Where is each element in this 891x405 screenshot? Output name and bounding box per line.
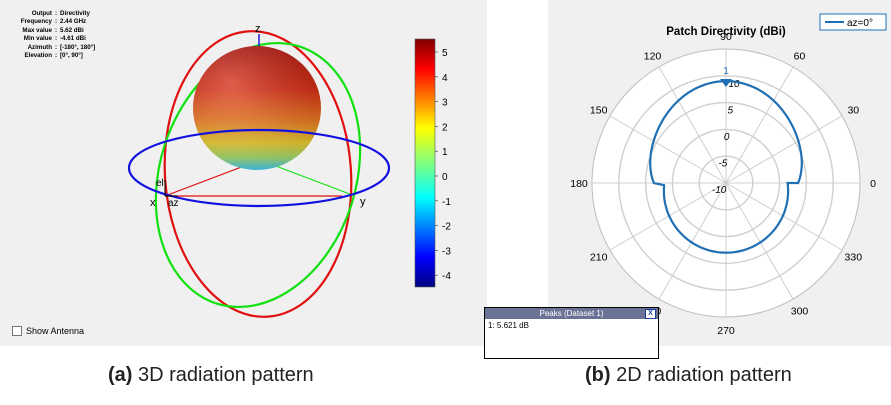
caption-b: (b) 2D radiation pattern xyxy=(585,364,792,387)
show-antenna-toggle[interactable]: Show Antenna xyxy=(12,326,84,336)
polar-spoke xyxy=(609,115,727,184)
legend-label: az=0° xyxy=(847,18,873,29)
angle-label: 270 xyxy=(717,325,735,337)
angle-label: 60 xyxy=(794,51,806,63)
3d-plot[interactable]: el az z x y 5 4 3 2 1 0 -1 -2 -3 -4 xyxy=(0,0,487,346)
colorbar-tick-label: 0 xyxy=(442,172,448,183)
angle-label: 30 xyxy=(847,105,859,117)
colorbar-tick-label: 3 xyxy=(442,98,448,109)
info-key: Max value xyxy=(22,26,52,34)
sphere-shade xyxy=(193,46,321,170)
colorbar-tick-label: 1 xyxy=(442,147,448,158)
polar-spoke xyxy=(609,182,727,251)
colorbar-tick-label: 4 xyxy=(442,73,448,84)
polar-grid xyxy=(591,48,861,318)
angle-label: 90 xyxy=(720,31,732,43)
checkbox[interactable] xyxy=(12,326,22,336)
info-key: Min value xyxy=(23,35,52,43)
info-value: [-180°, 180°] xyxy=(60,43,96,51)
radial-label: -10 xyxy=(712,185,727,196)
pattern-curve xyxy=(649,80,803,254)
polar-spoke xyxy=(725,182,794,300)
colorbar-tick-label: 2 xyxy=(442,122,448,133)
polar-plot[interactable]: Patch Directivity (dBi) az=0° 0 30 60 90 120… xyxy=(548,0,891,346)
caption-a-text: 3D radiation pattern xyxy=(132,364,314,386)
info-key: Elevation xyxy=(24,52,52,60)
colorbar-tick-label: 5 xyxy=(442,48,448,59)
peaks-dialog: Peaks (Dataset 1) X 1: 5.621 dB xyxy=(484,307,659,359)
angle-label: 150 xyxy=(590,105,608,117)
pattern-info: Output: Directivity Frequency:2.44 GHz Ma… xyxy=(2,10,114,60)
caption-a-letter: (a) xyxy=(108,364,133,386)
info-value: [0°, 90°] xyxy=(60,52,83,60)
radial-label: -5 xyxy=(718,158,727,169)
legend-box xyxy=(819,13,887,31)
angle-label: 180 xyxy=(570,178,588,190)
caption-b-text: 2D radiation pattern xyxy=(610,364,792,386)
radial-label: 0 xyxy=(724,132,730,143)
az-label: az xyxy=(168,198,179,209)
angle-label: 120 xyxy=(644,51,662,63)
colorbar xyxy=(414,38,436,288)
colorbar-ticks: 5 4 3 2 1 0 -1 -2 -3 -4 xyxy=(435,48,451,282)
polar-spoke xyxy=(658,182,727,300)
info-row: Output: Directivity xyxy=(2,10,114,18)
caption-a: (a) 3D radiation pattern xyxy=(108,364,314,387)
polar-spoke xyxy=(658,66,727,184)
z-label: z xyxy=(255,23,261,35)
polar-labels: 03060901201501802102402703003301050-5-10 xyxy=(570,31,876,337)
show-antenna-label: Show Antenna xyxy=(26,326,85,336)
el-label: el xyxy=(156,178,164,189)
radial-label: 10 xyxy=(728,79,740,90)
polar-title: Patch Directivity (dBi) xyxy=(666,26,786,38)
2d-pattern-panel: Patch Directivity (dBi) az=0° 0 30 60 90 120… xyxy=(548,0,891,346)
polar-spoke xyxy=(725,115,843,184)
info-key: Output xyxy=(31,10,52,17)
radial-label: 5 xyxy=(728,105,734,116)
peaks-title: Peaks (Dataset 1) xyxy=(539,309,604,318)
info-value: 2.44 GHz xyxy=(60,18,87,26)
peaks-text: 1: 5.621 dB xyxy=(488,321,529,330)
info-value: 5.62 dBi xyxy=(60,26,84,34)
caption-b-letter: (b) xyxy=(585,364,611,386)
info-value: Directivity xyxy=(60,10,90,17)
peak-marker-label: 1 xyxy=(723,66,729,77)
peaks-title-bar: Peaks (Dataset 1) X xyxy=(485,308,658,319)
colorbar-tick-label: -1 xyxy=(442,197,451,208)
colorbar-tick-label: -3 xyxy=(442,246,451,257)
green-ring xyxy=(154,41,362,309)
info-row: Elevation: [0°, 90°] xyxy=(2,52,114,60)
info-row: Frequency:2.44 GHz xyxy=(2,18,114,26)
close-icon[interactable]: X xyxy=(645,309,656,319)
colorbar-tick-label: -4 xyxy=(442,271,451,282)
3d-pattern-panel: Output: Directivity Frequency:2.44 GHz Ma… xyxy=(0,0,487,346)
angle-label: 0 xyxy=(870,178,876,190)
info-key: Azimuth xyxy=(27,43,52,51)
angle-label: 330 xyxy=(845,252,863,264)
info-row: Max value:5.62 dBi xyxy=(2,27,114,35)
angle-label: 300 xyxy=(791,305,809,317)
colorbar-tick-label: -2 xyxy=(442,222,451,233)
info-value: -4.61 dBi xyxy=(60,35,86,43)
info-row: Min value: -4.61 dBi xyxy=(2,35,114,43)
info-row: Azimuth: [-180°, 180°] xyxy=(2,44,114,52)
angle-label: 210 xyxy=(590,252,608,264)
polar-spoke xyxy=(725,182,843,251)
blue-ring xyxy=(127,128,391,208)
y-label: y xyxy=(360,196,366,208)
peak-marker-icon xyxy=(720,79,732,87)
info-key: Frequency xyxy=(20,18,52,26)
x-label: x xyxy=(150,197,156,209)
polar-spoke xyxy=(725,66,794,184)
